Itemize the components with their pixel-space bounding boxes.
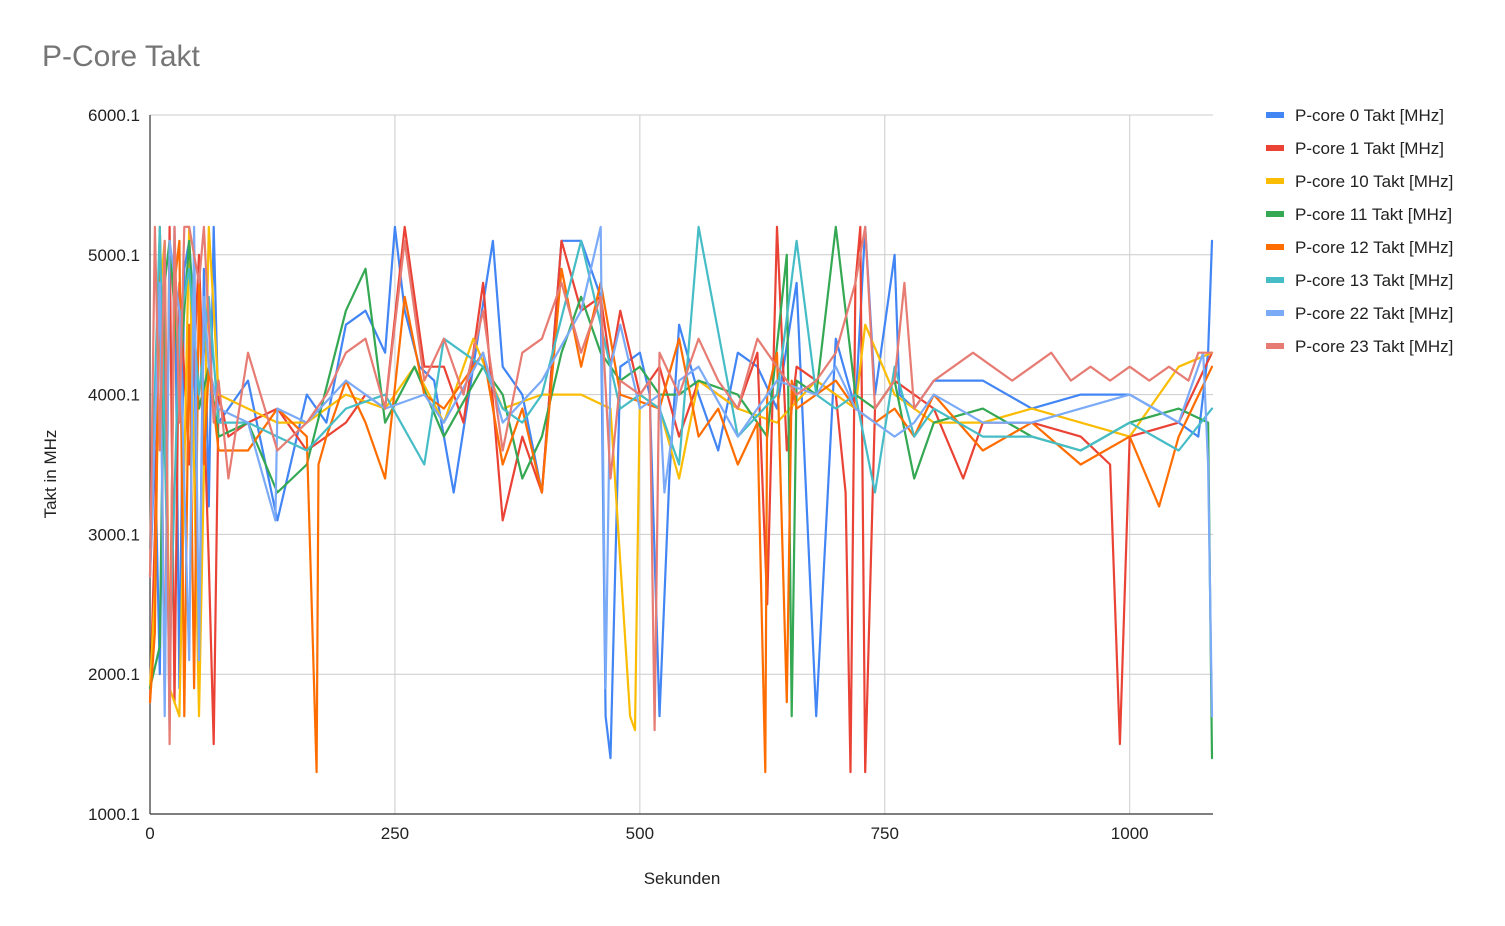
series-line-4 xyxy=(148,225,1214,774)
legend-swatch xyxy=(1266,178,1284,184)
legend-swatch xyxy=(1266,343,1284,349)
y-tick-label: 6000.1 xyxy=(88,106,140,125)
y-tick-label: 2000.1 xyxy=(88,665,140,684)
series-line-2 xyxy=(148,225,1214,732)
x-tick-label: 250 xyxy=(381,824,409,843)
legend-label: P-core 12 Takt [MHz] xyxy=(1295,238,1453,257)
legend: P-core 0 Takt [MHz] P-core 1 Takt [MHz] P-… xyxy=(1266,106,1453,356)
legend-label: P-core 0 Takt [MHz] xyxy=(1295,106,1444,125)
legend-swatch xyxy=(1266,277,1284,283)
legend-swatch xyxy=(1266,211,1284,217)
series-lines xyxy=(148,225,1214,774)
legend-label: P-core 1 Takt [MHz] xyxy=(1295,139,1444,158)
series-line-5 xyxy=(148,225,1214,662)
legend-label: P-core 11 Takt [MHz] xyxy=(1295,205,1452,224)
legend-swatch xyxy=(1266,244,1284,250)
x-tick-label: 0 xyxy=(145,824,154,843)
series-line-7 xyxy=(148,225,1214,746)
x-tick-label: 500 xyxy=(626,824,654,843)
y-axis-title: Takt in MHz xyxy=(41,430,60,519)
y-tick-label: 3000.1 xyxy=(88,525,140,544)
x-tick-label: 1000 xyxy=(1111,824,1149,843)
legend-swatch xyxy=(1266,145,1284,151)
tick-labels: 1000.1 2000.1 3000.1 4000.1 5000.1 6000.1 0 250… xyxy=(88,106,1149,843)
x-axis-title: Sekunden xyxy=(644,869,721,888)
y-tick-label: 1000.1 xyxy=(88,805,140,824)
series-line-6 xyxy=(148,225,1214,718)
legend-label: P-core 22 Takt [MHz] xyxy=(1295,304,1453,323)
x-tick-label: 750 xyxy=(871,824,899,843)
y-tick-label: 5000.1 xyxy=(88,246,140,265)
chart-title: P-Core Takt xyxy=(42,40,200,73)
legend-label: P-core 23 Takt [MHz] xyxy=(1295,337,1453,356)
legend-swatch xyxy=(1266,112,1284,118)
y-tick-label: 4000.1 xyxy=(88,386,140,405)
legend-label: P-core 10 Takt [MHz] xyxy=(1295,172,1453,191)
legend-label: P-core 13 Takt [MHz] xyxy=(1295,271,1453,290)
legend-swatch xyxy=(1266,310,1284,316)
